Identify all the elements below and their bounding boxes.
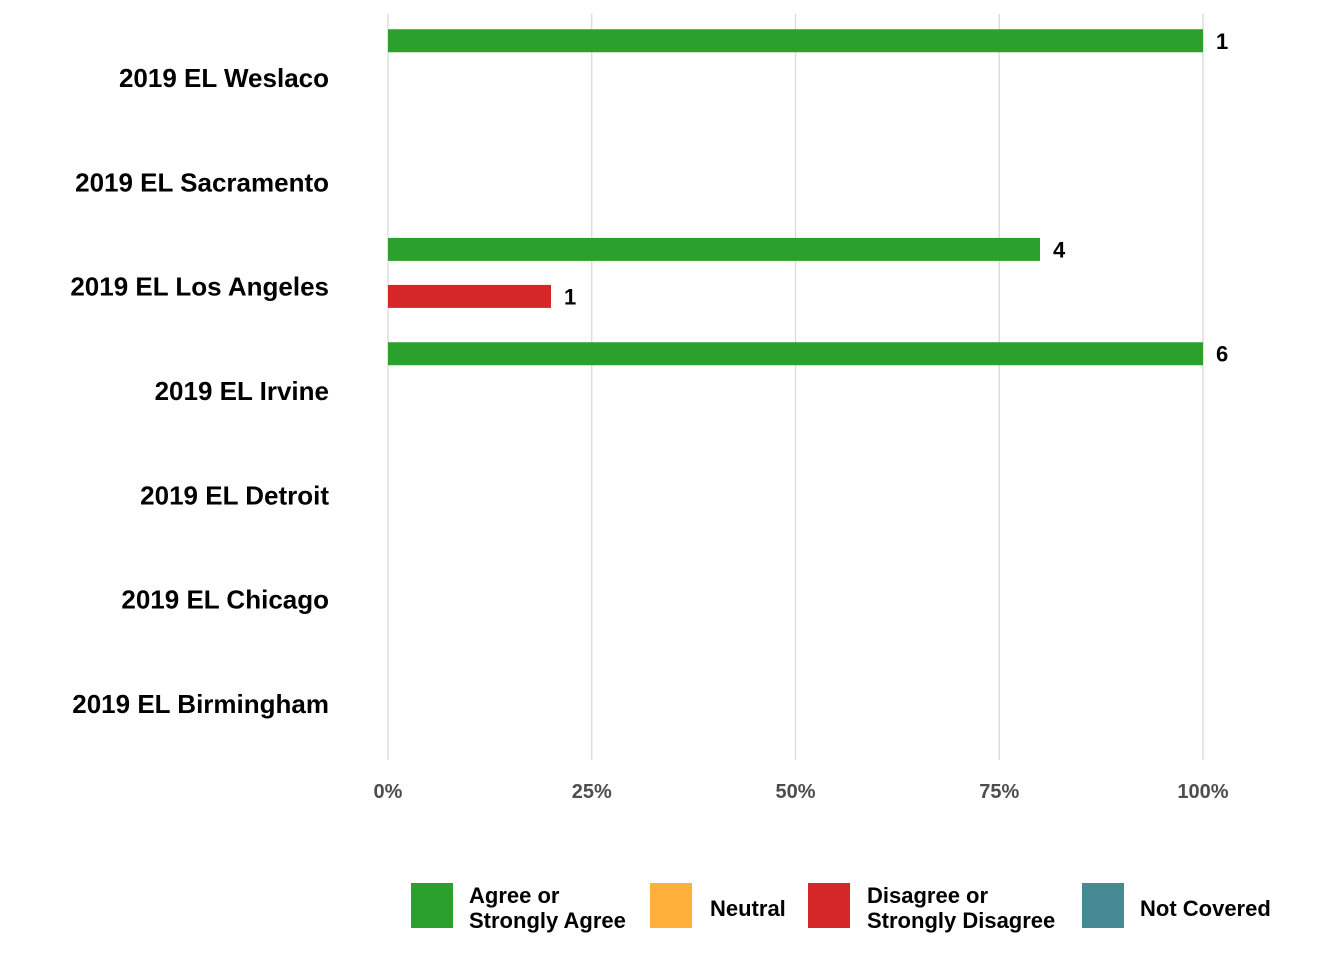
category-label: 2019 EL Weslaco: [119, 63, 329, 93]
category-label: 2019 EL Birmingham: [72, 689, 329, 719]
category-label: 2019 EL Irvine: [155, 376, 329, 406]
data-labels: 1 4 1 6: [564, 29, 1228, 367]
bar: [388, 237, 1040, 261]
legend-swatch: [1082, 883, 1124, 928]
data-label: 6: [1216, 342, 1228, 367]
legend-swatch: [650, 883, 692, 928]
data-label: 4: [1053, 237, 1066, 262]
category-label: 2019 EL Detroit: [140, 480, 329, 510]
data-label: 1: [1216, 29, 1228, 54]
legend-label: Neutral: [710, 896, 786, 921]
bars: [388, 29, 1203, 366]
bar: [388, 342, 1203, 366]
data-label: 1: [564, 284, 576, 309]
bar: [388, 29, 1203, 53]
grid-lines: [387, 14, 1204, 760]
legend-swatch: [808, 883, 850, 928]
x-tick-label: 0%: [374, 781, 403, 803]
x-tick-label: 75%: [979, 781, 1019, 803]
legend-label-line: Strongly Agree: [469, 908, 626, 933]
category-label: 2019 EL Sacramento: [75, 167, 329, 197]
bar: [388, 284, 551, 308]
category-labels: 2019 EL Weslaco 2019 EL Sacramento 2019 EL…: [70, 63, 329, 719]
legend-label-line: Strongly Disagree: [867, 908, 1055, 933]
legend-label: Not Covered: [1140, 896, 1271, 921]
x-tick-label: 50%: [775, 781, 815, 803]
category-label: 2019 EL Los Angeles: [70, 272, 329, 302]
legend-label-line: Disagree or: [867, 883, 988, 908]
x-tick-label: 25%: [572, 781, 612, 803]
category-label: 2019 EL Chicago: [121, 585, 329, 615]
legend-swatch: [411, 883, 453, 928]
x-tick-label: 100%: [1177, 781, 1228, 803]
legend-label-line: Agree or: [469, 883, 560, 908]
x-axis-tick-labels: 0% 25% 50% 75% 100%: [374, 781, 1229, 803]
